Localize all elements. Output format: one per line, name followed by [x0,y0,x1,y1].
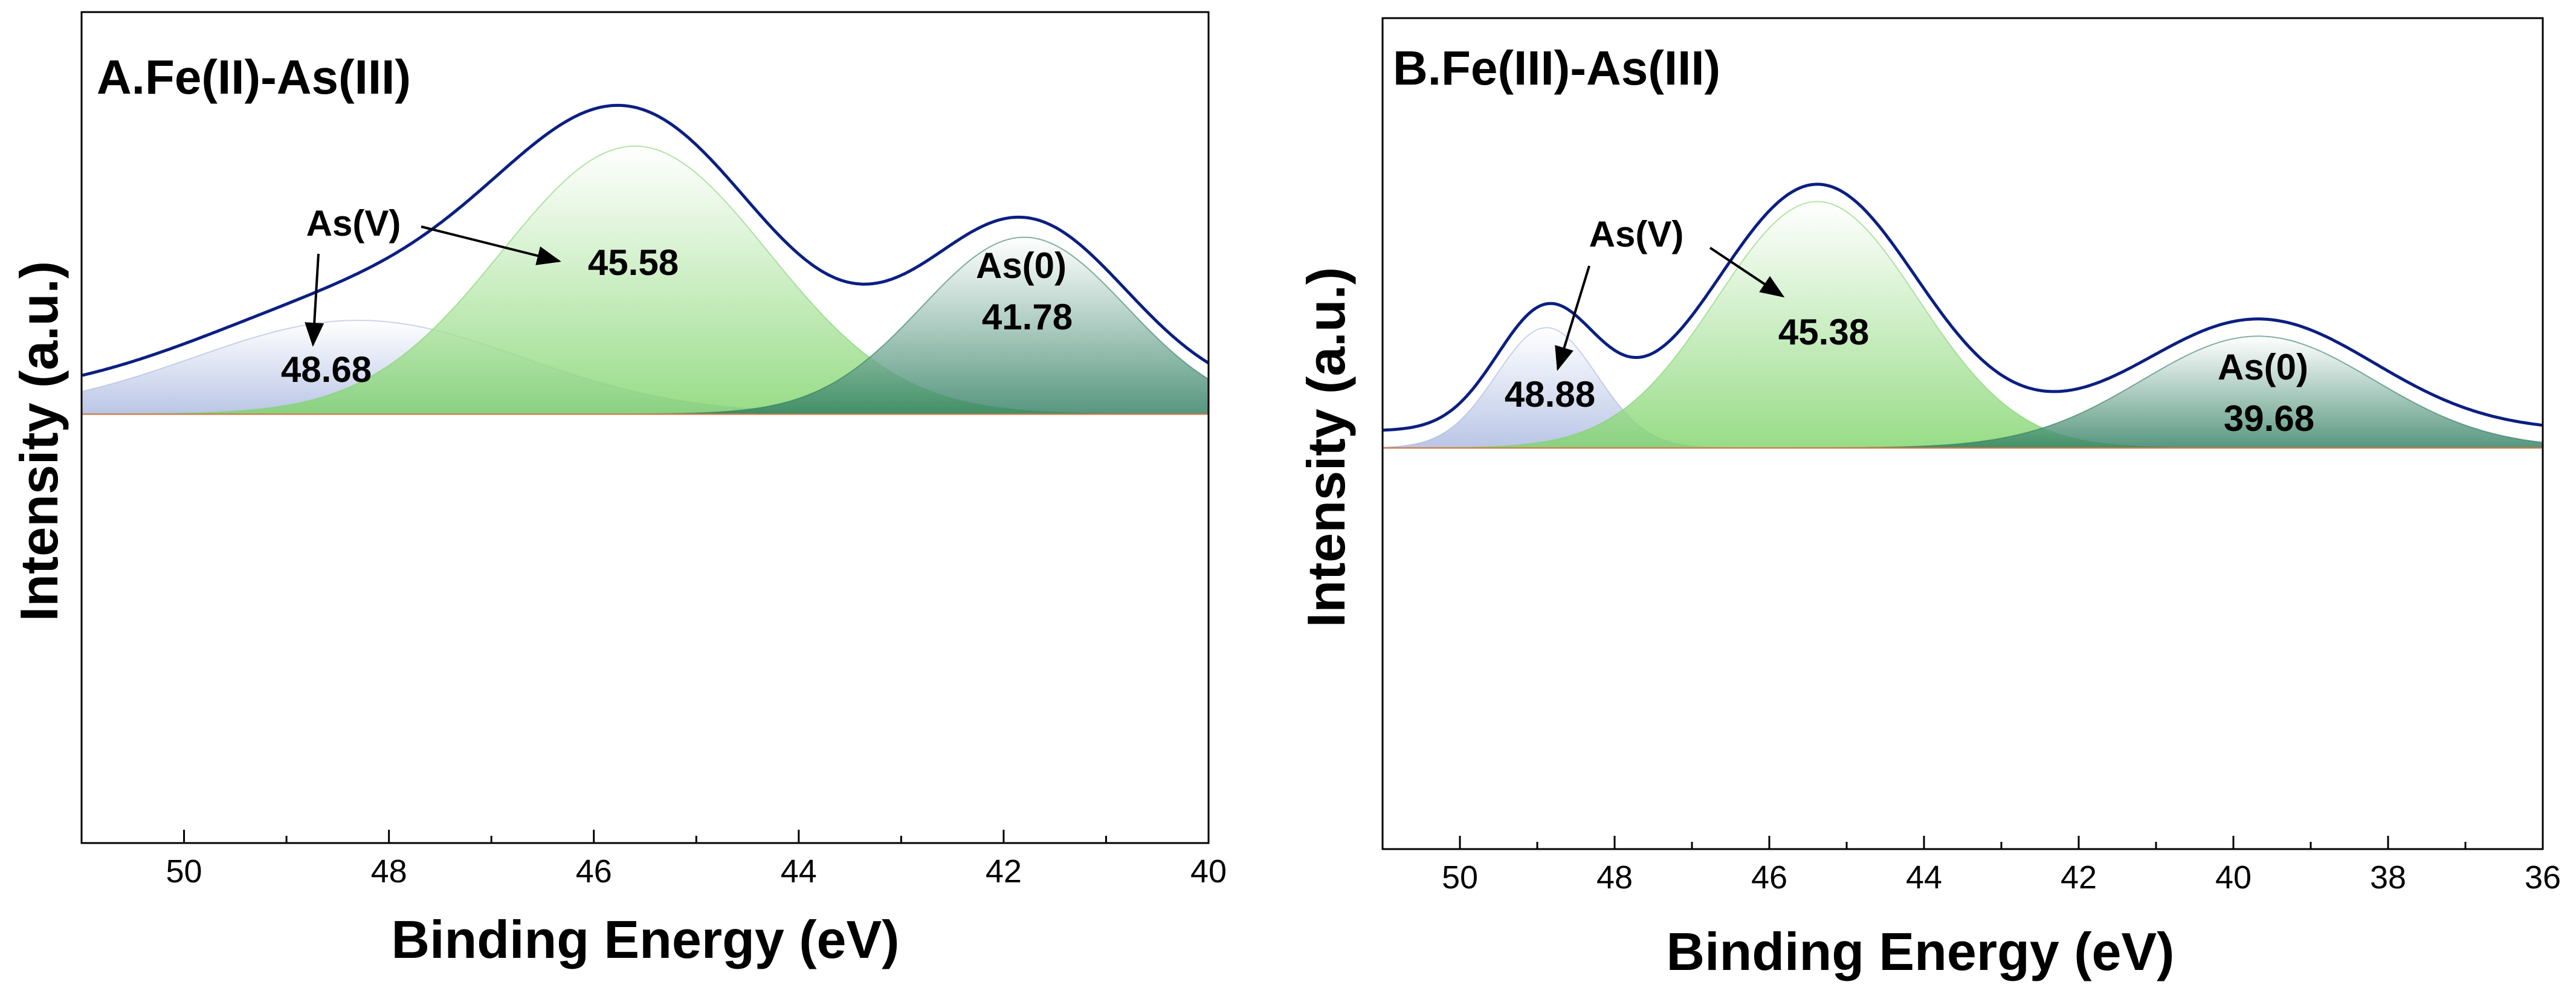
x-tick-label: 50 [166,853,202,890]
panel-b-arrow-to-45-38 [1709,247,1785,298]
panel-b-as0-label: As(0) [2218,347,2308,387]
panel-a-asv-label: As(V) [306,203,401,244]
x-tick-label: 48 [371,853,407,890]
panel-b: 50 48 46 44 42 40 38 36 B.Fe(III)-As(III) Bindi… [1296,17,2561,981]
x-tick-label: 44 [1906,859,1942,896]
x-tick-label: 40 [2215,859,2252,896]
panel-b-x-ticks: 50 48 46 44 42 40 38 36 [1381,836,2561,896]
x-tick-label: 38 [2370,859,2406,896]
panel-b-peak-label-39-68: 39.68 [2224,398,2314,439]
x-tick-label: 42 [2061,859,2097,896]
x-tick-label: 50 [1442,859,1478,896]
panel-b-envelope-curve [1382,183,2543,432]
panel-b-arrow-to-48-88 [1555,265,1590,371]
panel-a-x-ticks: 50 48 46 44 42 40 [80,830,1227,890]
x-tick-label: 40 [1190,853,1227,890]
panel-a: 50 48 46 44 42 40 A.Fe(II)-As(III) Binding En… [9,11,1227,969]
panel-b-x-axis-title: Binding Energy (eV) [1667,922,2175,981]
x-tick-label: 44 [781,853,817,890]
x-tick-label: 36 [2525,859,2561,896]
panel-a-as0-label: As(0) [976,245,1067,286]
panel-b-peak-label-48-88: 48.88 [1505,374,1595,415]
panel-a-envelope-curve [81,103,1210,377]
panel-a-peak-fills [81,145,1209,415]
panel-b-asv-label: As(V) [1589,214,1684,254]
panel-a-title: A.Fe(II)-As(III) [97,50,411,104]
panel-a-y-axis-title: Intensity (a.u.) [9,261,69,622]
panel-b-y-axis-title: Intensity (a.u.) [1296,267,1356,628]
panel-a-plot-frame [80,11,1210,844]
panel-b-title: B.Fe(III)-As(III) [1393,41,1720,95]
panel-a-arrow-to-45-58 [421,225,561,265]
panel-a-peak-label-41-78: 41.78 [982,297,1073,337]
panel-b-plot-frame [1381,17,2544,850]
panel-a-peak-label-48-68: 48.68 [281,349,372,390]
panel-b-peak-label-45-38: 45.38 [1778,312,1869,352]
panel-a-peak-label-45-58: 45.58 [588,242,679,283]
panel-a-x-axis-title: Binding Energy (eV) [392,910,900,969]
x-tick-label: 48 [1596,859,1633,896]
x-tick-label: 42 [986,853,1022,890]
panel-a-arrow-to-48-68 [305,253,324,347]
x-tick-label: 46 [1751,859,1787,896]
x-tick-label: 46 [576,853,612,890]
